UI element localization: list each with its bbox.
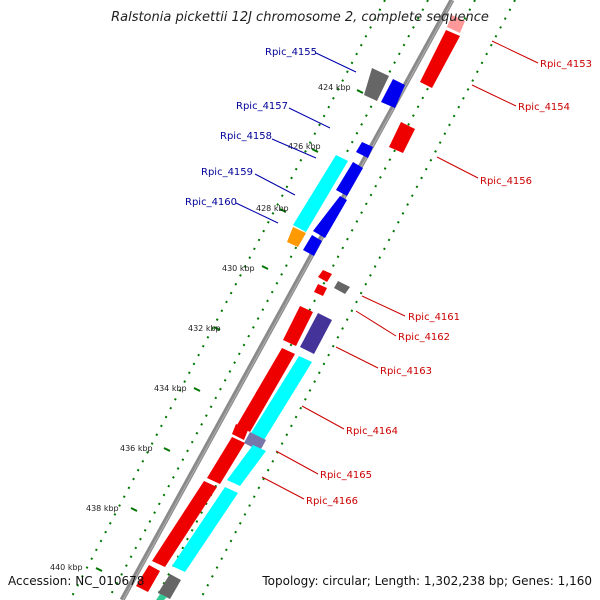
tick-label: 430 kbp (222, 264, 255, 273)
gene-label-right: Rpic_4153 (540, 59, 592, 70)
tick-label: 438 kbp (86, 504, 119, 513)
gene-rpic-4156-arrow[interactable] (389, 122, 415, 153)
gene-label-right: Rpic_4164 (346, 426, 398, 437)
tick-label: 426 kbp (288, 142, 321, 151)
gene-rpic-4161-gray[interactable] (334, 281, 350, 294)
gene-rpic-4161-arrow[interactable] (318, 270, 332, 282)
tick-marks (95, 89, 364, 572)
gene-label-left: Rpic_4157 (236, 101, 288, 112)
gene-label-right: Rpic_4165 (320, 470, 372, 481)
connectors-right (261, 40, 539, 500)
tick-label: 440 kbp (50, 563, 83, 572)
gene-rpic-4160-arrow[interactable] (303, 235, 322, 256)
gene-rpic-4153-pink[interactable] (447, 15, 465, 33)
gene-rpic-4162-arrow[interactable] (314, 284, 327, 296)
gene-label-left: Rpic_4159 (201, 167, 253, 178)
tick-label: 428 kbp (256, 204, 289, 213)
gene-rpic-4155-gray[interactable] (364, 68, 389, 101)
topology-text: Topology: circular; Length: 1,302,238 bp… (262, 574, 592, 588)
gene-rpic-4158-arrow[interactable] (336, 162, 363, 196)
gene-label-right: Rpic_4156 (480, 176, 532, 187)
gene-cyan-lower[interactable] (172, 487, 238, 572)
gene-rpic-4164-cyan[interactable] (251, 356, 312, 440)
gene-label-right: Rpic_4166 (306, 496, 358, 507)
gene-label-left: Rpic_4160 (185, 197, 237, 208)
gene-red-lower[interactable] (152, 481, 217, 567)
tick-label: 432 kbp (188, 324, 221, 333)
tick-label: 434 kbp (154, 384, 187, 393)
forward-strand-features (136, 15, 465, 600)
guide-tracks (69, 0, 516, 600)
gene-gray-bottom[interactable] (158, 574, 181, 599)
gene-label-left: Rpic_4155 (265, 47, 317, 58)
gene-rpic-4160-orange[interactable] (287, 227, 306, 247)
gene-rpic-4153-arrow[interactable] (420, 30, 460, 88)
gene-green-bottom[interactable] (156, 594, 167, 600)
gene-rpic-4155-arrow[interactable] (381, 79, 405, 108)
tick-label: 424 kbp (318, 83, 351, 92)
gene-label-right: Rpic_4161 (408, 312, 460, 323)
gene-rpic-4165-gray[interactable] (244, 432, 266, 451)
gene-red-bottom[interactable] (136, 565, 160, 592)
gene-rpic-4166-cyan[interactable] (227, 445, 266, 486)
gene-rpic-4164-red[interactable] (237, 348, 295, 432)
connectors-left (235, 52, 357, 224)
backbone-line-light (122, 0, 454, 600)
map-title: Ralstonia pickettii 12J chromosome 2, co… (111, 10, 489, 25)
reverse-strand-features (287, 68, 405, 256)
gene-rpic-4159-arrow[interactable] (313, 196, 347, 238)
gene-rpic-4157-arrow[interactable] (356, 142, 373, 158)
gene-rpic-4163-purple[interactable] (300, 313, 332, 354)
gene-rpic-4165-arrow[interactable] (232, 424, 248, 440)
gene-label-right: Rpic_4163 (380, 366, 432, 377)
gene-label-right: Rpic_4162 (398, 332, 450, 343)
tick-label: 436 kbp (120, 444, 153, 453)
gene-rpic-4159-cyan[interactable] (293, 155, 348, 232)
accession-text: Accession: NC_010678 (8, 574, 145, 588)
gene-label-left: Rpic_4158 (220, 131, 272, 142)
gene-rpic-4166-red[interactable] (207, 437, 245, 484)
gene-rpic-4163-red[interactable] (283, 306, 313, 346)
gene-label-right: Rpic_4154 (518, 102, 570, 113)
